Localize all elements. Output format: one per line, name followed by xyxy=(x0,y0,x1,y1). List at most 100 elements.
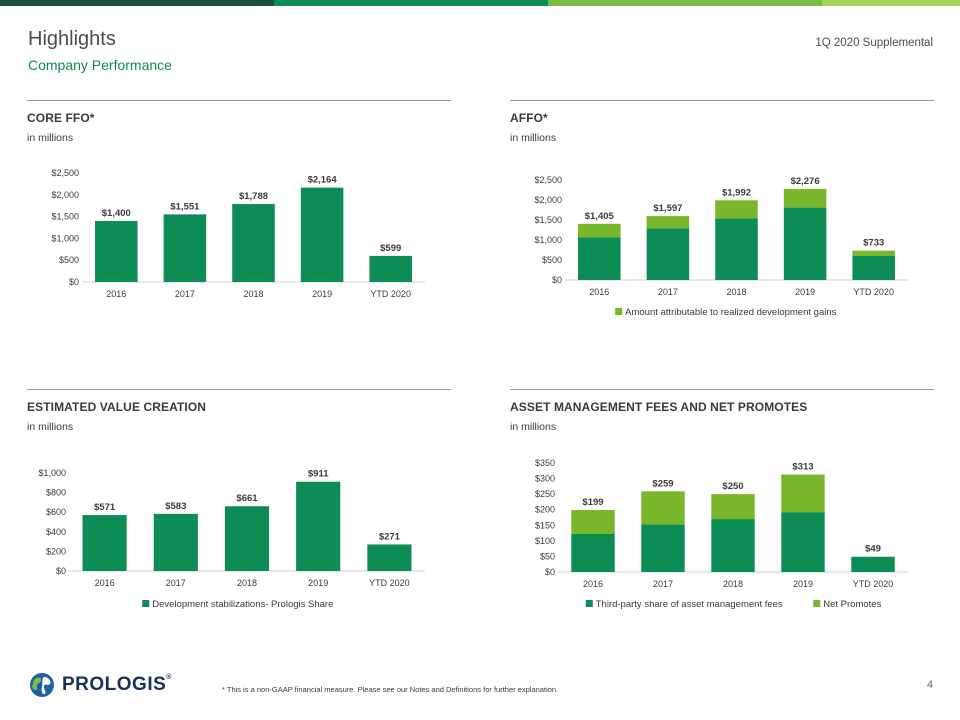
logo-wordmark: PROLOGIS® xyxy=(62,674,172,695)
legend-swatch xyxy=(142,600,150,607)
asset-mgmt-panel: ASSET MANAGEMENT FEES AND NET PROMOTES i… xyxy=(510,389,934,619)
bar-asset-mgmt-s0-2 xyxy=(711,519,755,572)
section-divider xyxy=(510,100,934,101)
bar-affo-s1-0 xyxy=(578,223,621,238)
data-label: $1,788 xyxy=(239,191,268,202)
data-label: $583 xyxy=(165,501,186,512)
asset-mgmt-chart: $0 $50 $100 $150 $200 $250 $300 $350 $199 2016 $25… xyxy=(535,458,908,610)
x-tick-label: 2017 xyxy=(658,287,678,297)
chart-title: ASSET MANAGEMENT FEES AND NET PROMOTES xyxy=(510,400,808,414)
bar-core-ffo-s0-3 xyxy=(300,187,344,282)
section-divider xyxy=(510,389,934,390)
data-label: $1,551 xyxy=(170,201,200,212)
chart-unit-label: in millions xyxy=(27,421,74,433)
footnote: * This is a non-GAAP financial measure. … xyxy=(222,685,559,694)
y-tick-label: $500 xyxy=(542,255,562,265)
chart-title: ESTIMATED VALUE CREATION xyxy=(27,400,207,414)
bar-value-creation-s0-3 xyxy=(296,481,341,571)
y-tick-label: $600 xyxy=(46,507,66,517)
y-tick-label: $0 xyxy=(56,566,66,576)
y-tick-label: $300 xyxy=(535,474,555,484)
y-tick-label: $1,500 xyxy=(534,215,562,225)
legend-swatch xyxy=(585,600,593,607)
bar-core-ffo-s0-4 xyxy=(369,255,412,282)
x-tick-label: YTD 2020 xyxy=(369,578,410,588)
x-tick-label: 2017 xyxy=(653,579,673,589)
y-tick-label: $2,000 xyxy=(51,190,79,200)
legend-label: Amount attributable to realized developm… xyxy=(625,307,836,318)
core-ffo-panel: CORE FFO* in millions $0 $500 $1,000 $1,500… xyxy=(27,100,451,310)
x-tick-label: 2016 xyxy=(589,287,609,297)
legend-swatch xyxy=(813,600,821,607)
value-creation-chart: $0 $200 $400 $600 $800 $1,000 $571 2016 $583 2017… xyxy=(38,468,425,610)
top-color-bar xyxy=(0,0,960,6)
bar-affo-s0-1 xyxy=(646,228,690,280)
y-tick-label: $1,000 xyxy=(51,233,79,243)
section-divider xyxy=(27,100,451,101)
x-tick-label: YTD 2020 xyxy=(370,289,411,299)
legend-label: Net Promotes xyxy=(823,599,881,610)
bar-asset-mgmt-s0-0 xyxy=(571,534,615,572)
affo-chart: $0 $500 $1,000 $1,500 $2,000 $2,500 $1,405 2016… xyxy=(534,175,908,318)
bar-affo-s0-4 xyxy=(852,256,895,280)
bar-core-ffo-s0-2 xyxy=(232,204,275,282)
bar-asset-mgmt-s1-2 xyxy=(711,494,755,520)
y-tick-label: $200 xyxy=(46,546,66,556)
x-tick-label: 2016 xyxy=(583,579,603,589)
value-creation-panel: ESTIMATED VALUE CREATION in millions $0 $… xyxy=(27,389,451,619)
bar-value-creation-s0-2 xyxy=(224,506,270,571)
bar-affo-s1-4 xyxy=(852,250,895,256)
y-tick-label: $2,500 xyxy=(534,175,562,185)
bar-affo-s0-2 xyxy=(715,218,758,280)
y-tick-label: $1,500 xyxy=(51,212,79,222)
data-label: $1,597 xyxy=(653,203,682,214)
y-tick-label: $500 xyxy=(59,255,79,265)
legend-swatch xyxy=(615,308,623,315)
bar-asset-mgmt-s1-1 xyxy=(641,491,685,525)
affo-panel: AFFO* in millions $0 $500 $1,000 $1,500 $2,0… xyxy=(510,100,934,330)
data-label: $911 xyxy=(308,469,329,480)
chart-unit-label: in millions xyxy=(27,132,74,144)
y-tick-label: $1,000 xyxy=(534,235,562,245)
x-tick-label: 2018 xyxy=(723,579,743,589)
x-tick-label: 2018 xyxy=(243,289,263,299)
bar-core-ffo-s0-0 xyxy=(95,220,138,282)
y-tick-label: $0 xyxy=(545,567,555,577)
y-tick-label: $1,000 xyxy=(38,468,66,478)
x-tick-label: YTD 2020 xyxy=(853,287,894,297)
data-label: $271 xyxy=(379,531,401,542)
y-tick-label: $0 xyxy=(69,277,79,287)
globe-icon xyxy=(30,673,54,697)
x-tick-label: 2017 xyxy=(175,289,195,299)
bar-affo-s1-2 xyxy=(715,200,758,219)
y-tick-label: $150 xyxy=(535,520,555,530)
y-tick-label: $0 xyxy=(552,275,562,285)
chart-title: CORE FFO* xyxy=(27,111,95,125)
data-label: $199 xyxy=(582,497,603,508)
data-label: $733 xyxy=(863,238,884,249)
page-subtitle: Company Performance xyxy=(28,57,172,73)
bar-value-creation-s0-4 xyxy=(367,544,412,571)
bar-asset-mgmt-s0-4 xyxy=(851,556,895,572)
bar-affo-s1-3 xyxy=(783,188,827,208)
data-label: $250 xyxy=(722,481,743,492)
bar-affo-s1-1 xyxy=(646,216,690,229)
x-tick-label: 2019 xyxy=(312,289,332,299)
data-label: $259 xyxy=(652,478,673,489)
x-tick-label: 2019 xyxy=(308,578,328,588)
x-tick-label: 2016 xyxy=(106,289,126,299)
data-label: $599 xyxy=(380,243,401,254)
y-tick-label: $100 xyxy=(535,536,555,546)
y-tick-label: $800 xyxy=(46,488,66,498)
bar-asset-mgmt-s0-3 xyxy=(781,512,825,572)
data-label: $313 xyxy=(792,462,813,473)
y-tick-label: $2,500 xyxy=(51,168,79,178)
data-label: $2,164 xyxy=(308,175,338,186)
page-number: 4 xyxy=(926,679,933,691)
x-tick-label: 2017 xyxy=(166,578,186,588)
supplemental-label: 1Q 2020 Supplemental xyxy=(815,37,933,49)
data-label: $571 xyxy=(94,502,116,513)
bar-core-ffo-s0-1 xyxy=(163,214,207,282)
legend-label: Development stabilizations- Prologis Sha… xyxy=(152,599,333,610)
prologis-logo: PROLOGIS® xyxy=(28,670,172,700)
